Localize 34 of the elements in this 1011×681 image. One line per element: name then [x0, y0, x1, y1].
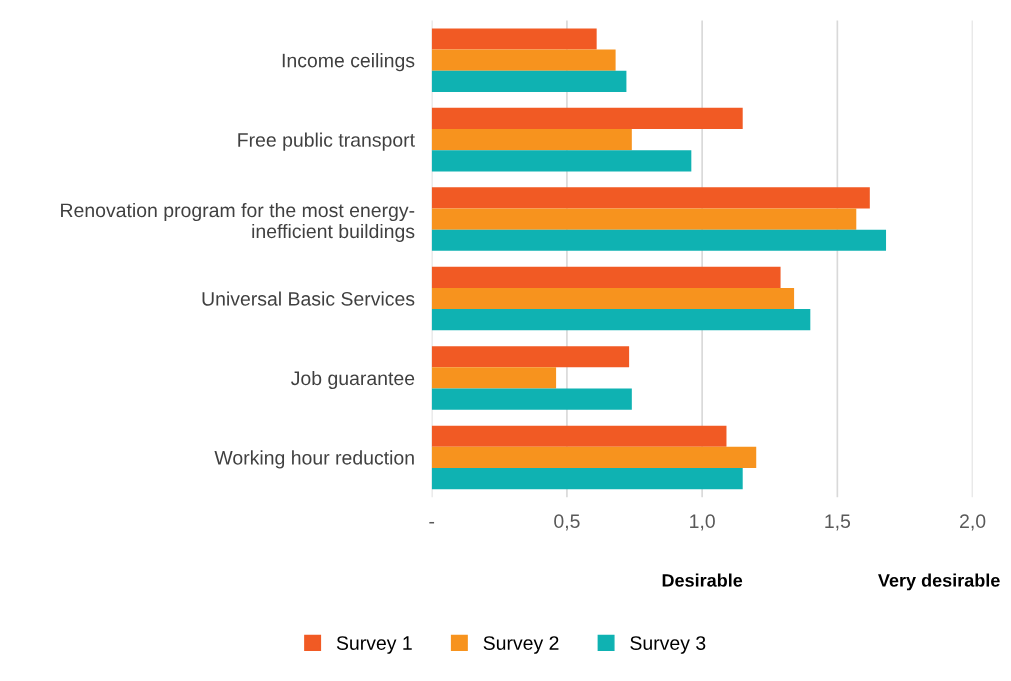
- y-tick-label: Universal Basic Services: [202, 291, 415, 306]
- bar: [431, 70, 627, 92]
- y-tick-label: Job guarantee: [291, 370, 415, 390]
- bar: [431, 229, 887, 251]
- bar: [431, 309, 811, 331]
- bar: [431, 28, 597, 50]
- y-tick-label: Working hour reduction: [214, 450, 414, 469]
- x-tick-label: -: [429, 521, 435, 524]
- text: Very desirable: [878, 573, 1000, 591]
- y-tick-label: Renovation program for the most energy- inefficient buildings: [61, 202, 415, 243]
- text: Desirable: [662, 573, 743, 587]
- legend-label: Survey 2: [483, 636, 559, 654]
- y-tick-label: Free public transport: [238, 132, 415, 151]
- bar: [431, 287, 795, 310]
- y-tick-label: Income ceilings: [282, 53, 415, 72]
- x-tick-label: 1,5: [825, 514, 851, 531]
- bar: [431, 49, 616, 71]
- bar: [431, 187, 870, 209]
- legend-label: Survey 3: [630, 636, 706, 654]
- bar: [431, 129, 632, 151]
- x-tick-label: 0,5: [554, 514, 580, 531]
- bar: [431, 425, 727, 447]
- bar: [431, 468, 743, 490]
- bar: [431, 346, 630, 368]
- x-tick-label: 1,0: [690, 514, 715, 531]
- bar: [431, 266, 781, 288]
- bar: [431, 107, 743, 130]
- bar: [431, 208, 857, 230]
- x-tick-label: 2,0: [960, 514, 986, 531]
- bar: [431, 367, 557, 389]
- bar: [431, 150, 692, 172]
- bar: [431, 388, 632, 410]
- bar: [431, 446, 757, 468]
- legend-label: Survey 1: [336, 636, 412, 654]
